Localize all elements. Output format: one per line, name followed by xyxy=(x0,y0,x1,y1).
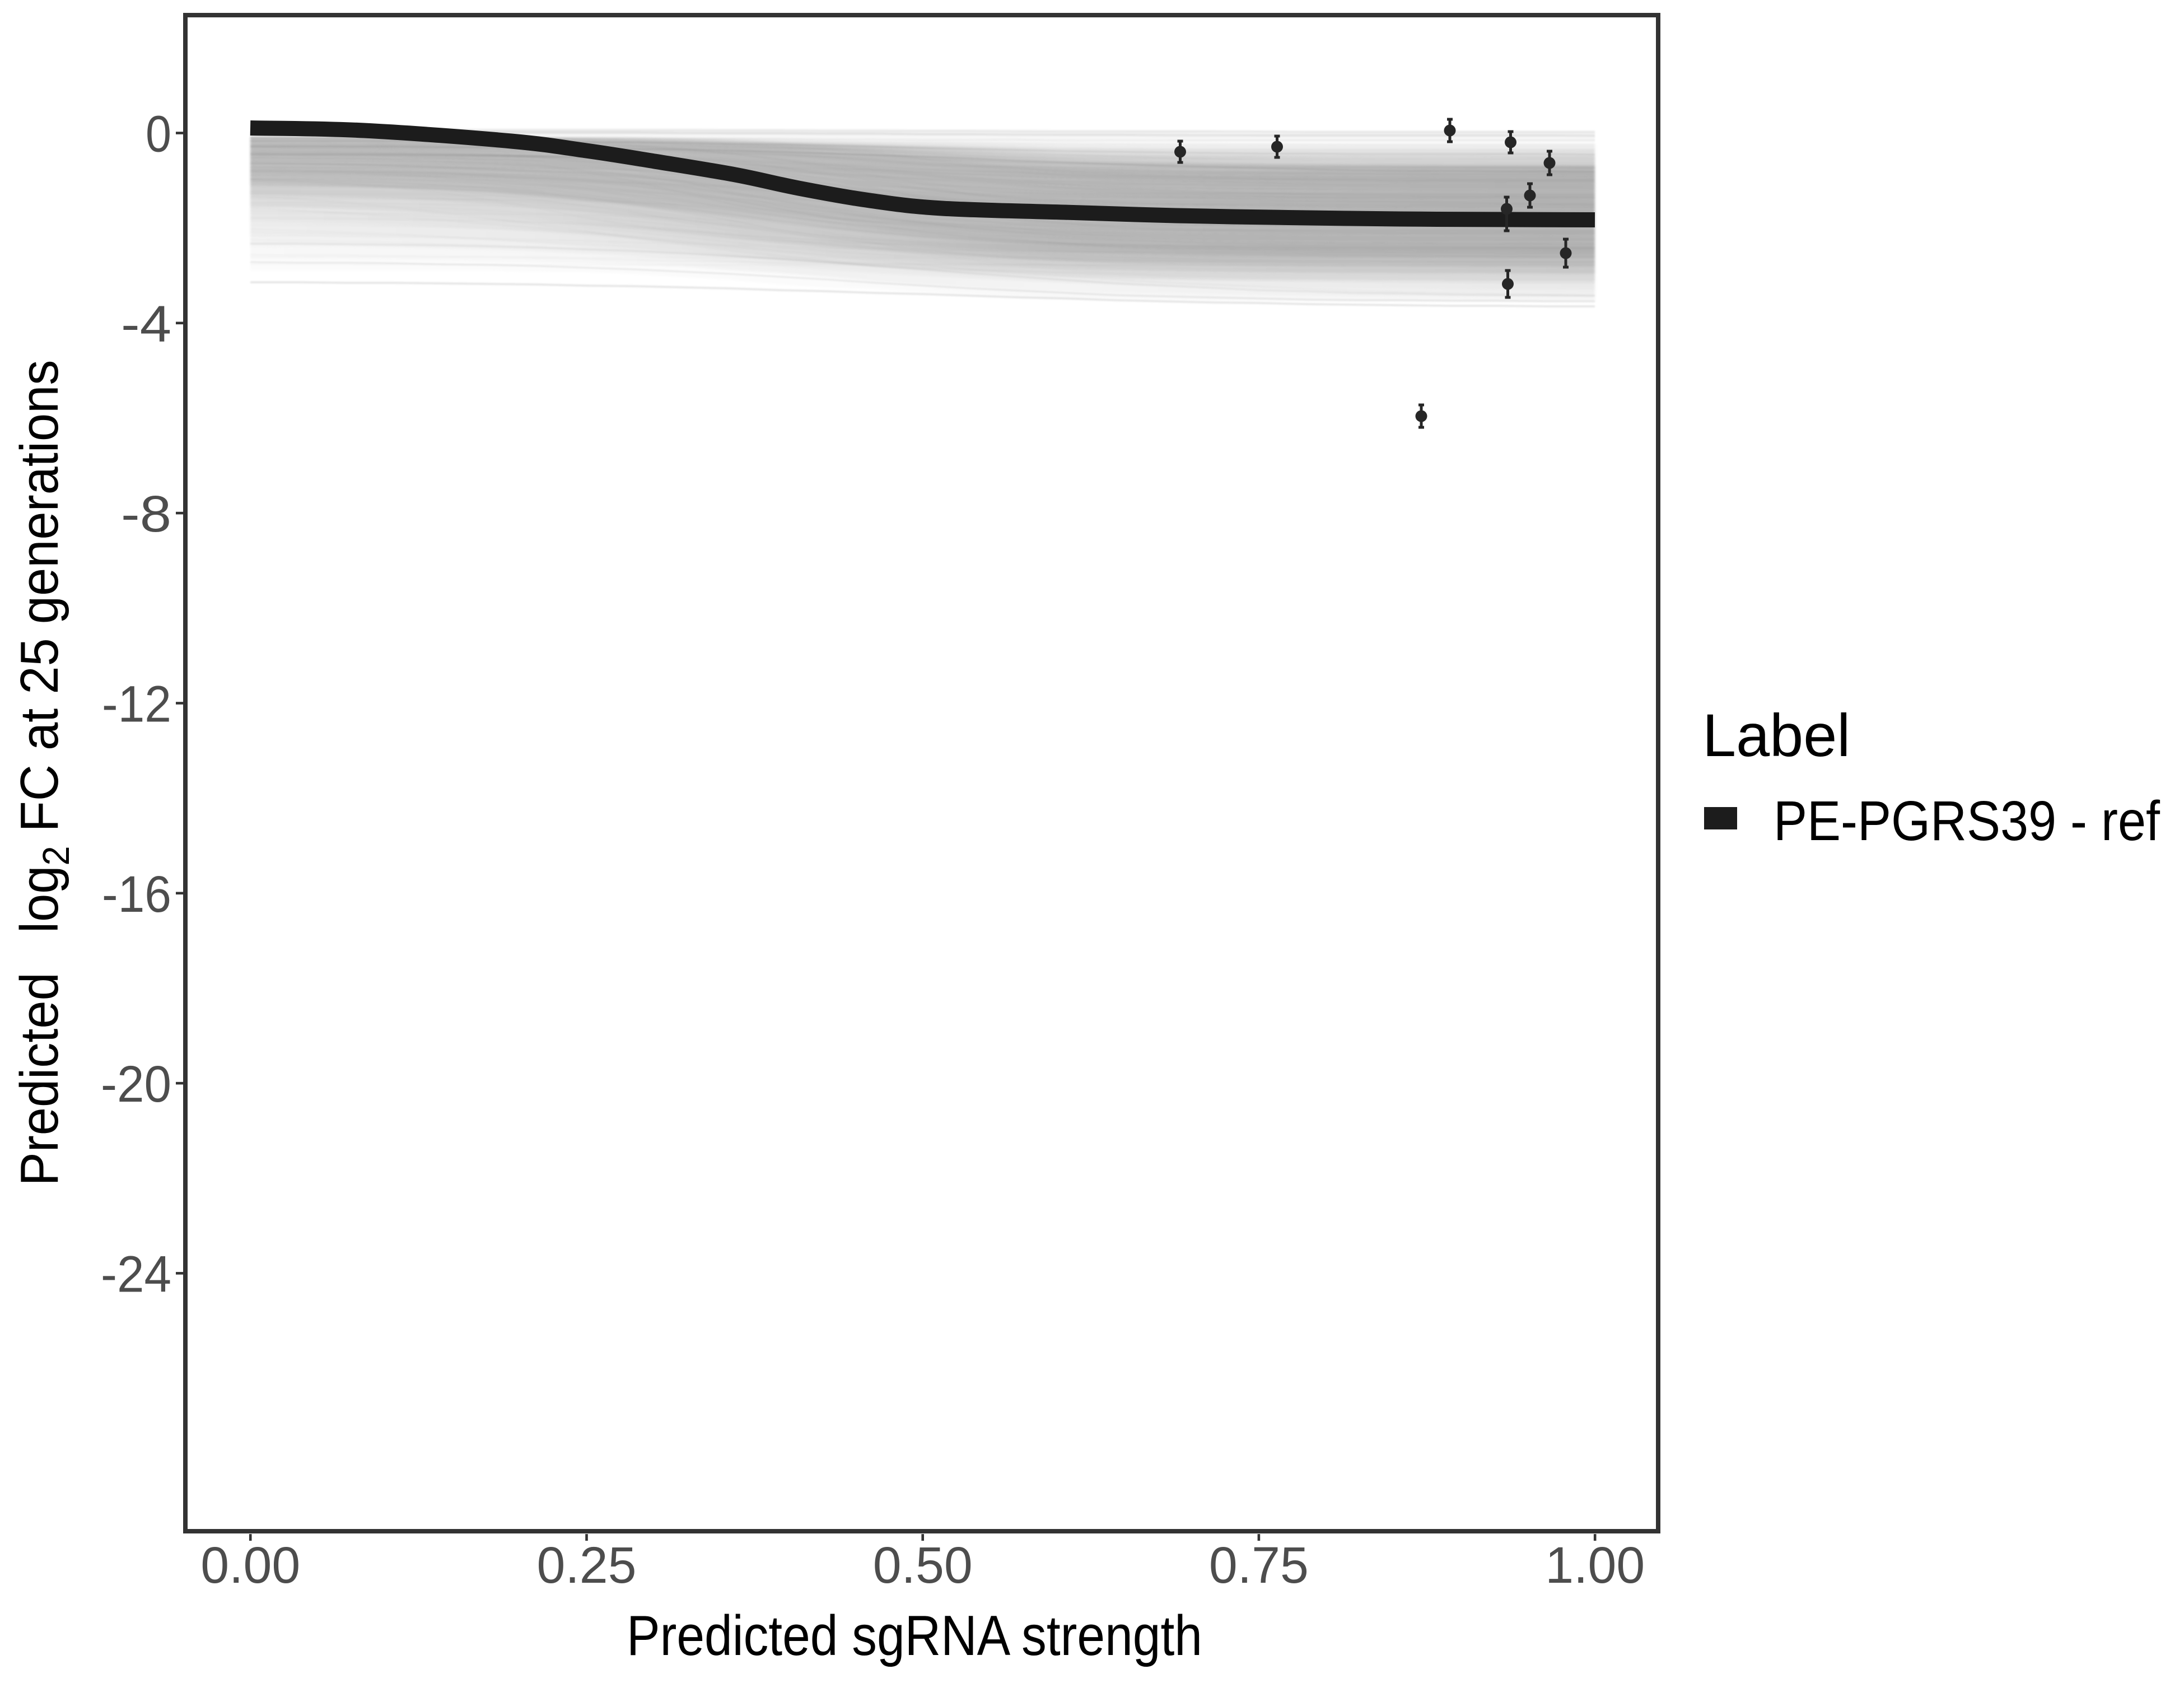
svg-text:0.75: 0.75 xyxy=(1209,1537,1309,1594)
svg-text:-16: -16 xyxy=(102,866,171,923)
svg-text:Predicted sgRNA strength: Predicted sgRNA strength xyxy=(627,1605,1202,1667)
svg-text:0.50: 0.50 xyxy=(873,1537,973,1594)
svg-text:PE-PGRS39 - ref: PE-PGRS39 - ref xyxy=(1774,790,2160,852)
svg-text:Label: Label xyxy=(1702,701,1850,769)
svg-text:-20: -20 xyxy=(101,1056,171,1113)
svg-text:1.00: 1.00 xyxy=(1545,1537,1645,1594)
svg-text:0: 0 xyxy=(146,106,171,163)
svg-text:-8: -8 xyxy=(121,486,171,543)
svg-text:-12: -12 xyxy=(102,676,171,733)
svg-text:0.25: 0.25 xyxy=(537,1537,637,1594)
svg-text:-24: -24 xyxy=(101,1246,171,1303)
svg-text:Predicted log2 FC at 25 gener: Predicted log2 FC at 25 generations xyxy=(10,360,77,1186)
svg-text:-4: -4 xyxy=(121,296,171,353)
svg-text:0.00: 0.00 xyxy=(200,1537,300,1594)
